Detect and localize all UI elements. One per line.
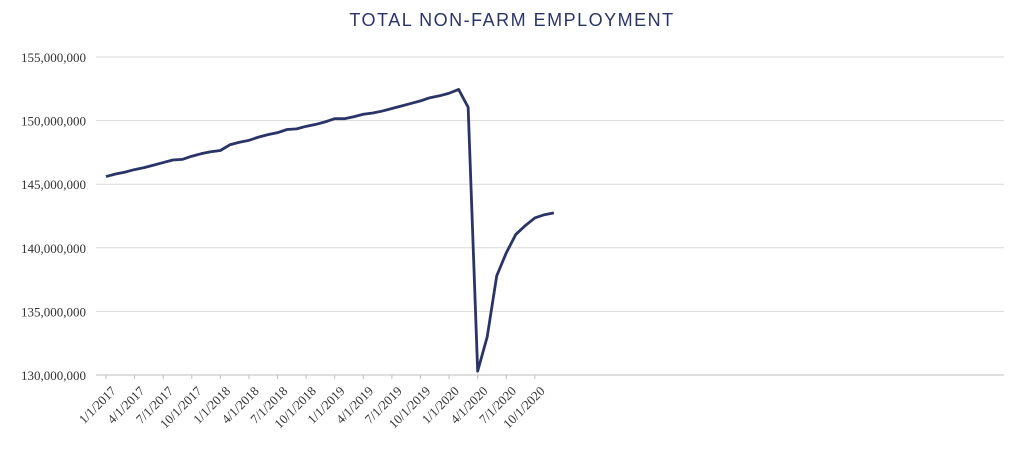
y-tick-label: 130,000,000	[21, 368, 86, 383]
chart-title: TOTAL NON-FARM EMPLOYMENT	[349, 10, 675, 30]
series-layer	[105, 88, 555, 373]
y-tick-label: 135,000,000	[21, 304, 86, 319]
y-tick-label: 140,000,000	[21, 241, 86, 256]
y-tick-label: 145,000,000	[21, 177, 86, 192]
y-axis-ticks: 130,000,000 135,000,000 140,000,000 145,000…	[21, 50, 86, 383]
x-axis-ticks: 1/1/20174/1/20177/1/201710/1/20171/1/201…	[76, 375, 548, 431]
y-tick-label: 150,000,000	[21, 114, 86, 129]
gridlines	[96, 56, 1004, 376]
y-tick-label: 155,000,000	[21, 50, 86, 65]
series-line	[105, 88, 555, 373]
